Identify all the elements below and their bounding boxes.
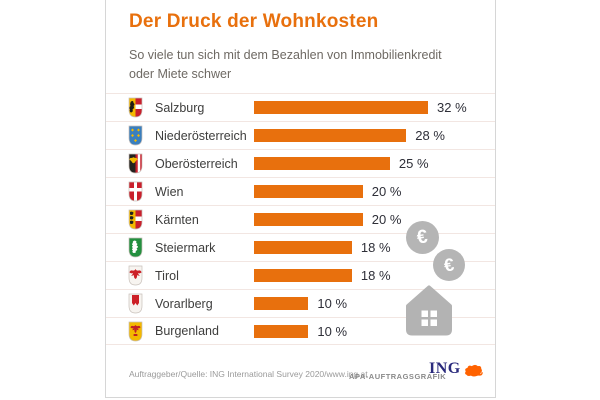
shield-wien-icon: [128, 181, 143, 202]
bar-chart: Salzburg 32 % Niederösterreich 28 % Ober…: [106, 93, 495, 345]
shield-tirol-icon: [128, 265, 143, 286]
ing-lion-icon: [464, 364, 483, 377]
bar: [254, 185, 363, 198]
value-label: 20 %: [371, 212, 402, 227]
bar: [254, 241, 352, 254]
subtitle: So viele tun sich mit dem Bezahlen von I…: [129, 48, 442, 82]
state-label: Burgenland: [155, 324, 219, 338]
house-icon: [404, 284, 454, 337]
shield-vorarlberg-icon: [128, 293, 143, 314]
value-label: 28 %: [415, 128, 445, 143]
chart-row: Wien 20 %: [106, 177, 495, 205]
value-label: 25 %: [398, 156, 429, 171]
chart-row: Vorarlberg 10 %: [106, 289, 495, 317]
value-label: 32 %: [437, 100, 467, 115]
value-label: 18 %: [360, 268, 391, 283]
shield-steiermark-icon: [128, 237, 143, 258]
page-title: Der Druck der Wohnkosten: [129, 11, 379, 32]
state-label: Tirol: [155, 268, 179, 283]
source-text: Auftraggeber/Quelle: ING International S…: [129, 369, 368, 379]
shield-niederoesterreich-icon: [128, 125, 143, 146]
bar: [254, 157, 390, 170]
state-label: Wien: [155, 184, 184, 199]
bar: [254, 269, 352, 282]
chart-row: Kärnten 20 %: [106, 205, 495, 233]
bar: [254, 101, 428, 114]
bar: [254, 297, 309, 310]
shield-salzburg-icon: [128, 97, 143, 118]
value-label: 20 %: [371, 184, 402, 199]
chart-row: Burgenland 10 %: [106, 317, 495, 345]
credit-text: APA-AUFTRAGSGRAFIK: [349, 372, 447, 381]
bar: [254, 324, 309, 338]
state-label: Kärnten: [155, 212, 199, 227]
state-label: Oberösterreich: [155, 156, 238, 171]
state-label: Niederösterreich: [155, 128, 247, 143]
bar: [254, 213, 363, 226]
euro-symbol: €: [442, 253, 456, 276]
state-label: Vorarlberg: [155, 296, 213, 311]
infographic-card: Der Druck der Wohnkosten So viele tun si…: [105, 0, 496, 398]
value-label: 10 %: [317, 296, 348, 311]
value-label: 18 %: [360, 240, 391, 255]
ing-wordmark: ING: [429, 360, 461, 377]
ing-logo: ING: [429, 360, 483, 378]
state-label: Salzburg: [155, 100, 205, 115]
chart-row: Tirol 18 %: [106, 261, 495, 289]
state-label: Steiermark: [155, 240, 216, 255]
chart-row: Salzburg 32 %: [106, 93, 495, 121]
chart-row: Steiermark 18 %: [106, 233, 495, 261]
euro-coin-icon: €: [406, 221, 439, 254]
shield-oberoesterreich-icon: [128, 153, 143, 174]
euro-coin-icon: €: [433, 249, 465, 281]
chart-row: Oberösterreich 25 %: [106, 149, 495, 177]
shield-burgenland-icon: [128, 321, 143, 342]
shield-kaernten-icon: [128, 209, 143, 230]
euro-symbol: €: [415, 225, 430, 249]
chart-row: Niederösterreich 28 %: [106, 121, 495, 149]
value-label: 10 %: [317, 323, 348, 339]
bar: [254, 129, 407, 142]
